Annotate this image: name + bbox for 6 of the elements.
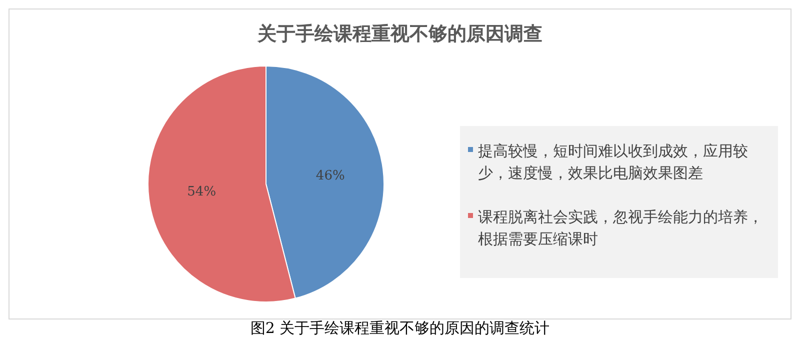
chart-title: 关于手绘课程重视不够的原因调查: [256, 23, 542, 45]
legend-label: 课程脱离社会实践，忽视手绘能力的培养，根据需要压缩课时: [478, 208, 763, 248]
caption: 图2 关于手绘课程重视不够的原因的调查统计: [250, 319, 550, 337]
data-label: 46%: [316, 168, 345, 184]
legend-label: 提高较慢，短时间难以收到成效，应用较少，速度慢，效果比电脑效果图差: [478, 142, 748, 182]
data-label: 54%: [187, 184, 216, 200]
